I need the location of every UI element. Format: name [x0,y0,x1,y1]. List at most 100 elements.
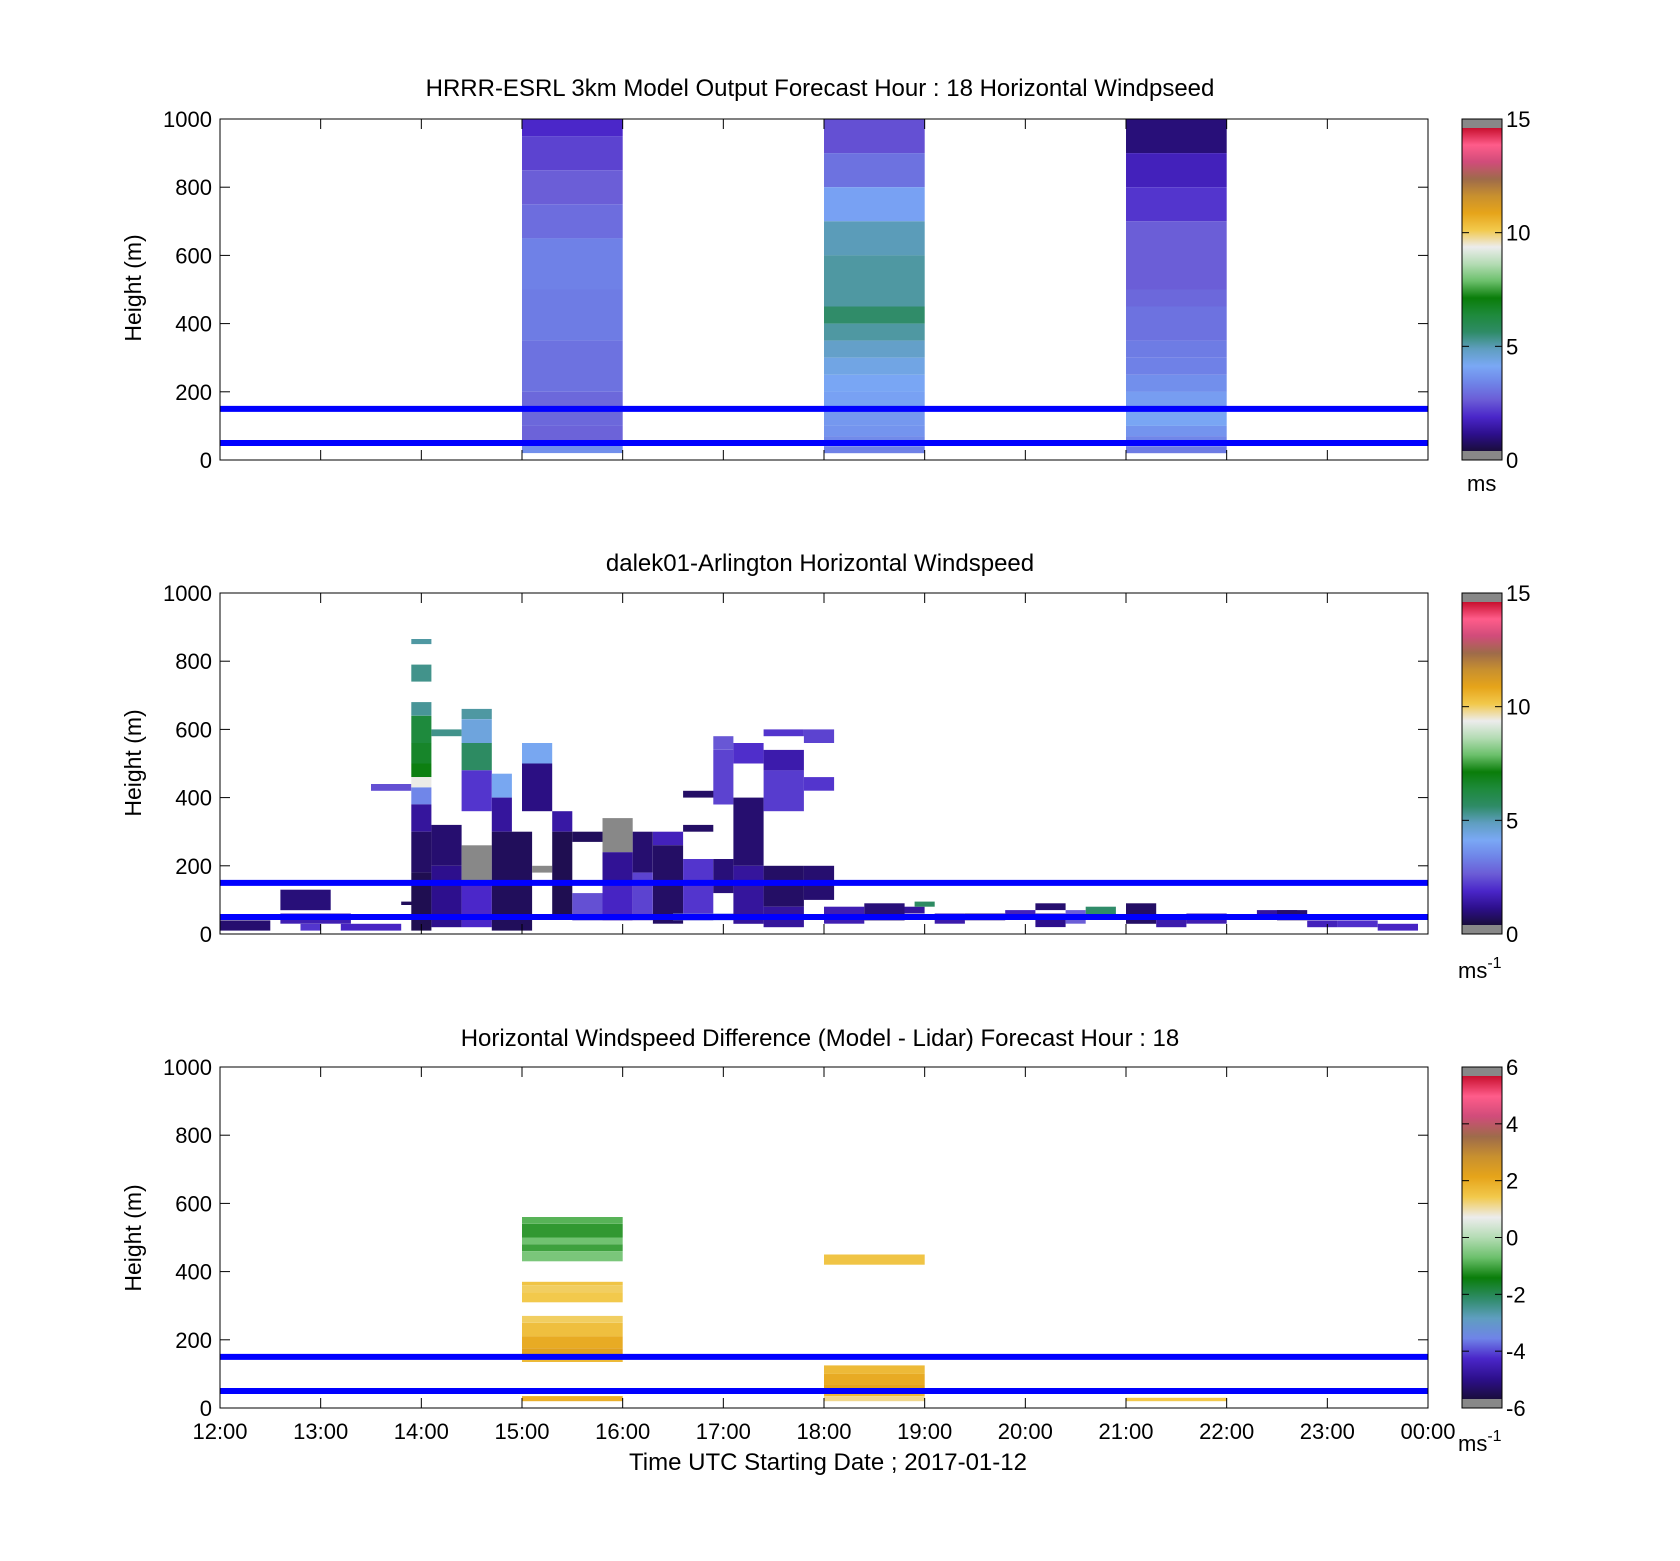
heatmap-cell [1126,446,1227,454]
y-tick-label: 600 [175,717,212,742]
heatmap-cell [824,119,925,154]
heatmap-cell [824,1365,925,1374]
x-tick-label: 16:00 [595,1419,650,1444]
x-tick-label: 12:00 [192,1419,247,1444]
panel-lidar-colorbar: 15 10 5 0 [1461,581,1530,947]
heatmap-cell [763,865,804,907]
heatmap-cell [522,1281,623,1286]
y-tick-label: 200 [175,854,212,879]
heatmap-cell [733,743,764,764]
colorbar-tick-label: -2 [1506,1282,1526,1307]
heatmap-cell [411,664,432,682]
heatmap-cell [683,790,724,798]
panel-model-ylabel: Height (m) [120,234,146,341]
heatmap-cell [522,289,623,341]
heatmap-cell [1085,906,1116,917]
colorbar-tick-label: 10 [1506,221,1530,246]
heatmap-cell [572,831,603,842]
heatmap-cell [411,777,432,788]
heatmap-cell [411,743,432,764]
colorbar-tick-label: 10 [1506,695,1530,720]
heatmap-cell [522,1251,623,1262]
colorbar-cap [1462,1067,1502,1076]
heatmap-cell [522,425,623,443]
heatmap-cell [763,749,804,771]
panel-lidar-colorbar-unit: ms-1 [1458,955,1502,983]
panel-diff: Horizontal Windspeed Difference (Model -… [120,1025,1526,1456]
panel-lidar-axes: 1000 800 600 400 200 0 [163,581,1429,947]
heatmap-cell [522,1396,623,1402]
heatmap-cell [803,729,835,743]
heatmap-cell [411,715,432,744]
heatmap-cell [763,729,804,737]
heatmap-cell [824,221,925,256]
panel-model-colorbar-unit: ms [1467,471,1496,496]
heatmap-cell [431,729,462,737]
heatmap-cell [522,1237,623,1245]
colorbar-tick-label: 15 [1506,581,1530,606]
heatmap-cell [1126,340,1227,358]
heatmap-cell [522,340,623,392]
heatmap-cell [824,1373,925,1385]
heatmap-cell [824,306,925,324]
colorbar-tick-label: -4 [1506,1339,1526,1364]
y-tick-label: 400 [175,1260,212,1285]
heatmap-cell [522,1223,623,1238]
heatmap-cell [431,824,462,866]
heatmap-cell [461,882,492,928]
heatmap-cell [340,923,402,931]
panel-diff-ylabel: Height (m) [120,1184,146,1291]
heatmap-cell [824,391,925,409]
heatmap-cell [824,255,925,307]
heatmap-cell [632,872,653,921]
panel-diff-colorbar-unit: ms-1 [1458,1428,1502,1456]
colorbar-tick-label: 6 [1506,1055,1518,1080]
colorbar-tick-label: 4 [1506,1112,1518,1137]
heatmap-cell [522,1292,623,1303]
heatmap-cell [461,719,492,744]
colorbar-tick-label: 0 [1506,922,1518,947]
heatmap-cell [411,763,432,778]
heatmap-cell [522,204,623,239]
panel-model-colorbar: 15 10 5 0 [1461,107,1530,473]
y-tick-label: 0 [200,922,212,947]
colorbar-tick-label: 5 [1506,808,1518,833]
colorbar-tick-label: 5 [1506,334,1518,359]
colorbar-tick-label: 0 [1506,448,1518,473]
heatmap-cell [491,797,512,832]
y-tick-label: 400 [175,786,212,811]
heatmap-cell [914,901,935,907]
heatmap-cell [522,1285,623,1292]
heatmap-cell [491,773,512,798]
heatmap-cell [1126,153,1227,188]
heatmap-cell [713,736,734,750]
heatmap-cell [1126,374,1227,392]
y-tick-label: 600 [175,1191,212,1216]
panel-model-title: HRRR-ESRL 3km Model Output Forecast Hour… [426,75,1215,102]
heatmap-cell [522,442,623,454]
heatmap-cell [1126,408,1227,426]
heatmap-cell [522,119,623,137]
y-tick-label: 200 [175,1328,212,1353]
heatmap-cell [1307,920,1338,928]
heatmap-cell [461,743,492,771]
heatmap-cell [824,374,925,392]
heatmap-cell [522,1217,623,1224]
panel-lidar-heatmap [220,639,1418,931]
panel-diff-title: Horizontal Windspeed Difference (Model -… [461,1025,1180,1052]
heatmap-cell [763,770,804,812]
colorbar-gradient [1462,602,1502,925]
heatmap-cell [522,763,553,812]
colorbar-tick-label: -6 [1506,1396,1526,1421]
heatmap-cell [220,920,271,931]
heatmap-cell [552,831,573,917]
heatmap-cell [522,170,623,205]
heatmap-cell [1126,425,1227,437]
heatmap-cell [824,323,925,341]
x-tick-label: 15:00 [494,1419,549,1444]
heatmap-cell [824,1254,925,1265]
y-tick-label: 1000 [163,1055,212,1080]
heatmap-cell [683,859,714,921]
heatmap-cell [411,804,432,832]
